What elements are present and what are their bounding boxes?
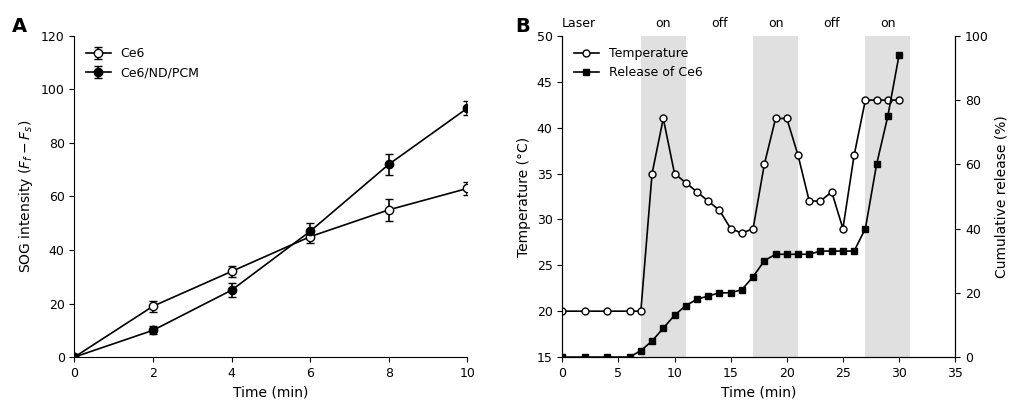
Legend: Temperature, Release of Ce6: Temperature, Release of Ce6: [569, 42, 707, 84]
Text: Laser: Laser: [562, 17, 597, 30]
Text: on: on: [880, 17, 896, 30]
Text: off: off: [711, 17, 728, 30]
Bar: [753, 36, 798, 357]
Y-axis label: SOG intensity ($F_f - F_s$): SOG intensity ($F_f - F_s$): [17, 120, 35, 273]
Y-axis label: Cumulative release (%): Cumulative release (%): [994, 115, 1009, 278]
Y-axis label: Temperature (°C): Temperature (°C): [517, 136, 531, 257]
X-axis label: Time (min): Time (min): [234, 385, 309, 399]
Legend: Ce6, Ce6/ND/PCM: Ce6, Ce6/ND/PCM: [81, 42, 205, 84]
Bar: [641, 36, 686, 357]
Text: off: off: [823, 17, 840, 30]
Bar: [865, 36, 910, 357]
Text: on: on: [768, 17, 783, 30]
Text: A: A: [11, 17, 27, 36]
Text: B: B: [516, 17, 530, 36]
Text: on: on: [656, 17, 671, 30]
X-axis label: Time (min): Time (min): [721, 385, 796, 399]
